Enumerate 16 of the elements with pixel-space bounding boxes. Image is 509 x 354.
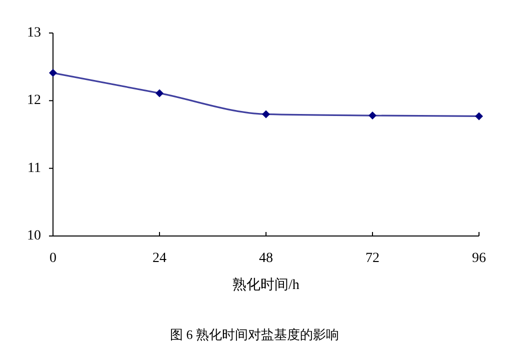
point (49, 68, 57, 77)
x-axis-title: 熟化时间/h (232, 277, 300, 293)
point (368, 112, 376, 120)
point (156, 89, 164, 98)
y-tick-label: 11 (28, 160, 41, 176)
point (475, 112, 483, 120)
caption: 图 6 熟化时间对盐基度的影响 (170, 327, 339, 342)
x-tick-label: 48 (259, 251, 273, 266)
y-tick-label: 12 (27, 93, 41, 108)
x-tick-label: 96 (472, 251, 486, 266)
point (262, 110, 270, 118)
x-tick-label: 72 (366, 251, 380, 266)
y-tick-label: 10 (27, 228, 41, 244)
x-tick-label: 24 (152, 251, 166, 266)
x-tick-label: 0 (50, 251, 56, 266)
y-tick-label: 13 (27, 26, 41, 40)
